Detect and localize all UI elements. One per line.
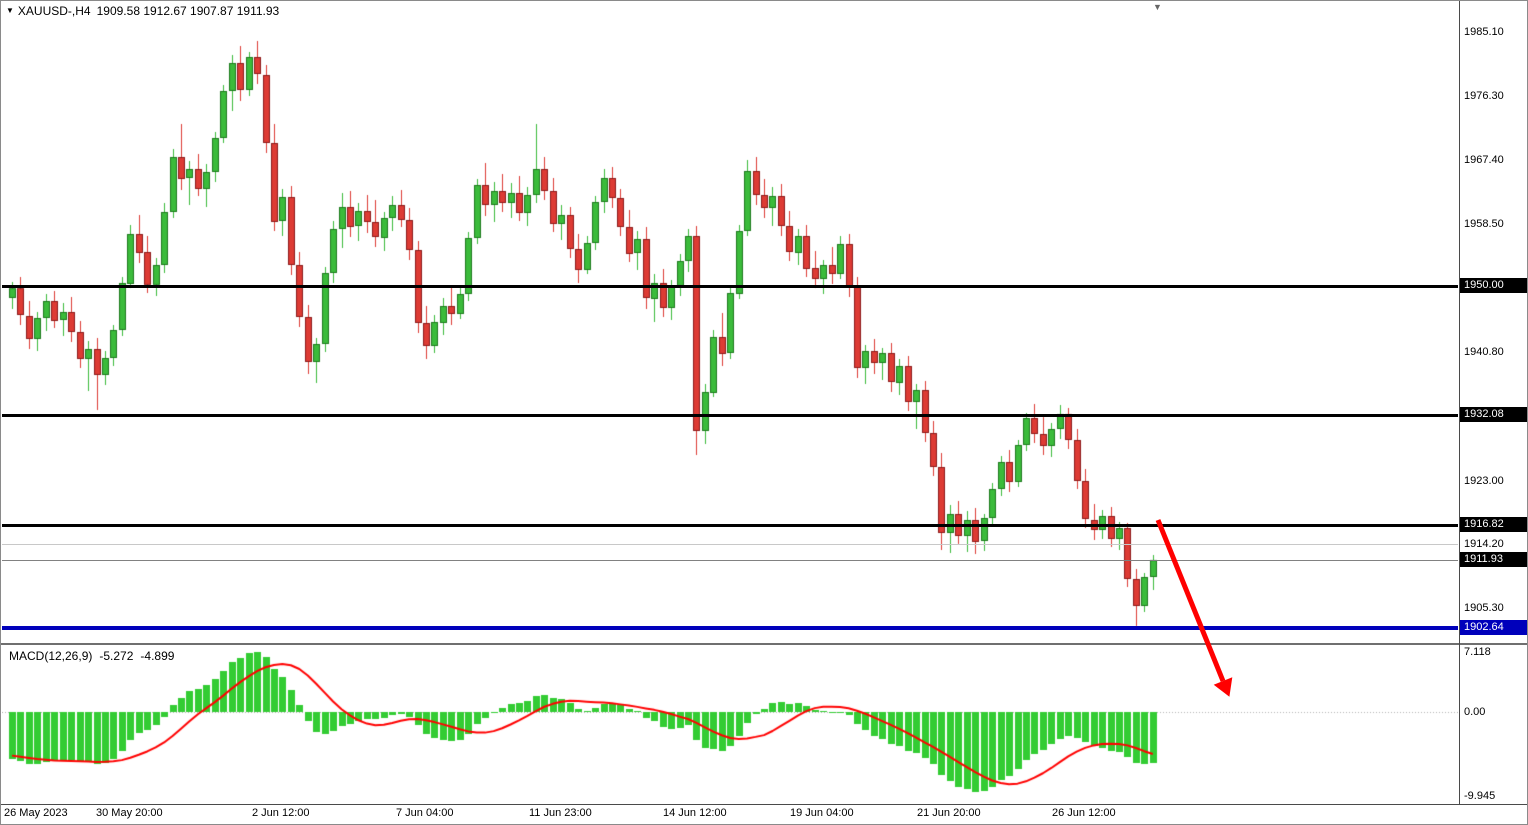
macd-axis-label: 7.118 <box>1464 646 1491 658</box>
price-level-badge: 1916.82 <box>1460 517 1527 532</box>
price-axis-label: 1985.10 <box>1464 26 1504 38</box>
price-axis-label: 1958.50 <box>1464 218 1504 230</box>
time-axis[interactable]: 26 May 2023 30 May 20:00 2 Jun 12:00 7 Jun … <box>1 807 1459 824</box>
axis-separator-line <box>1459 1 1460 804</box>
panel-separator[interactable] <box>1 643 1527 645</box>
price-axis-label: 1967.40 <box>1464 154 1504 166</box>
time-axis-label: 19 Jun 04:00 <box>790 807 854 819</box>
time-axis-label: 26 Jun 12:00 <box>1052 807 1116 819</box>
time-axis-label: 2 Jun 12:00 <box>252 807 310 819</box>
price-axis-label: 1905.30 <box>1464 602 1504 614</box>
time-axis-label: 21 Jun 20:00 <box>917 807 981 819</box>
price-level-badge: 1932.08 <box>1460 407 1527 422</box>
price-level-badge: 1950.00 <box>1460 278 1527 293</box>
time-axis-label: 11 Jun 23:00 <box>529 807 592 819</box>
macd-panel-canvas[interactable] <box>2 645 1458 804</box>
time-axis-label: 14 Jun 12:00 <box>663 807 727 819</box>
macd-name: MACD(12,26,9) <box>9 649 93 663</box>
chart-symbol-period: XAUUSD-,H4 <box>17 4 91 18</box>
price-level-badge: 1902.64 <box>1460 620 1527 635</box>
macd-indicator-label: MACD(12,26,9) -5.272 -4.899 <box>9 649 181 663</box>
price-axis-label: 1976.30 <box>1464 90 1504 102</box>
macd-main-value: -5.272 <box>99 649 134 663</box>
time-axis-label: 30 May 20:00 <box>96 807 163 819</box>
price-axis-label: 1923.00 <box>1464 475 1504 487</box>
chart-shift-marker-icon[interactable]: ▼ <box>1153 2 1162 12</box>
time-axis-separator <box>1 804 1527 805</box>
chart-title: ▼ XAUUSD-,H4 1909.58 1912.67 1907.87 1911.… <box>6 4 285 18</box>
price-axis[interactable]: 1985.10 1976.30 1967.40 1958.50 1940.80 1923.… <box>1460 1 1527 804</box>
macd-axis[interactable]: 7.118 0.00 -9.945 <box>1460 1 1527 804</box>
main-chart-canvas[interactable] <box>2 1 1458 643</box>
macd-signal-value: -4.899 <box>140 649 175 663</box>
one-click-trading-icon[interactable]: ▼ <box>6 6 14 15</box>
macd-axis-label: 0.00 <box>1464 706 1486 718</box>
chart-ohlc-values: 1909.58 1912.67 1907.87 1911.93 <box>96 4 280 18</box>
macd-axis-label: -9.945 <box>1464 790 1496 802</box>
time-axis-label: 7 Jun 04:00 <box>396 807 454 819</box>
price-axis-label: 1940.80 <box>1464 346 1504 358</box>
time-axis-label: 26 May 2023 <box>4 807 68 819</box>
price-level-badge: 1911.93 <box>1460 552 1527 567</box>
price-axis-label: 1914.20 <box>1464 538 1504 550</box>
